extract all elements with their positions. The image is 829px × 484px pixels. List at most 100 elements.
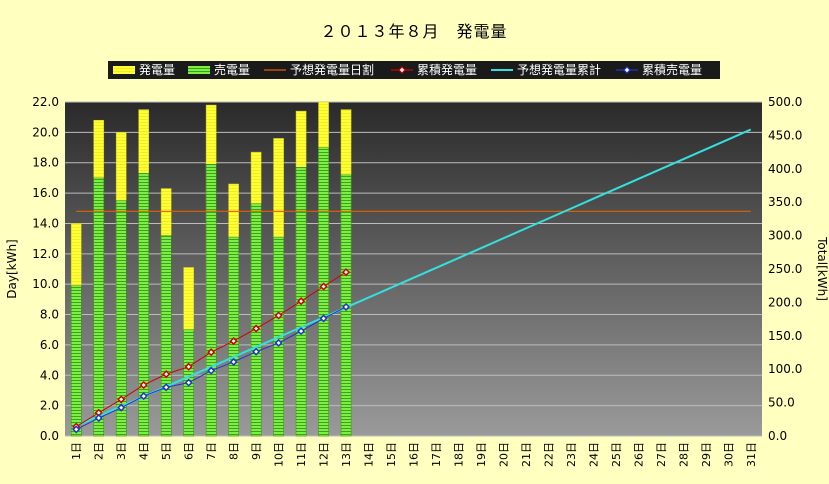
y-tick-label: 16.0 [32,186,59,200]
y2-tick-label: 100.0 [768,362,802,376]
legend-label: 累積売電量 [642,62,702,77]
marker-cumulative-sold [297,327,306,336]
x-tick-label: 22日 [542,442,555,467]
bar-sold [318,147,329,437]
y2-tick-label: 250.0 [768,262,802,276]
legend-label: 予想発電量累計 [517,62,601,77]
legend-label: 発電量 [139,63,175,77]
bar-sold [228,236,239,437]
marker-cumulative-sold [207,366,216,375]
y2-tick-label: 300.0 [768,229,802,243]
y2-tick-label: 350.0 [768,195,802,209]
y2-tick-label: 200.0 [768,295,802,309]
x-tick-label: 30日 [722,442,735,467]
x-tick-label: 15日 [385,442,398,467]
marker-cumulative-sold [319,314,328,323]
chart-title: ２０１３年８月 発電量 [320,22,507,41]
marker-cumulative-generation [252,324,261,333]
marker-cumulative-generation [297,297,306,306]
y-tick-label: 12.0 [32,247,59,261]
x-tick-label: 24日 [587,442,600,467]
bar-sold [138,173,150,437]
marker-cumulative-generation [139,380,148,390]
bar-sold [250,203,262,437]
marker-cumulative-sold [341,302,351,312]
marker-cumulative-generation [184,362,193,371]
marker-cumulative-generation [319,282,328,291]
marker-cumulative-generation [229,337,238,346]
legend-label: 累積発電量 [417,62,477,77]
x-tick-label: 14日 [363,442,376,467]
bar-sold [115,200,127,437]
y2-axis-title: Total[kWh] [815,236,829,301]
legend-marker [623,66,631,74]
legend-label: 売電量 [214,62,250,77]
y-axis-title: Day[kWh] [5,239,19,298]
marker-cumulative-sold [139,392,148,401]
y-tick-label: 22.0 [32,95,59,109]
line-series [72,128,752,434]
x-tick-label: 3日 [115,442,128,460]
y-tick-label: 0.0 [40,429,59,443]
marker-cumulative-generation [162,370,171,379]
marker-cumulative-generation [341,268,351,277]
y-tick-label: 2.0 [40,399,59,413]
legend-marker [398,66,406,74]
marker-cumulative-sold [94,413,103,423]
y2-tick-label: 150.0 [768,329,802,343]
x-tick-label: 9日 [250,442,263,460]
bar-sold [205,163,217,437]
marker-cumulative-sold [252,347,261,356]
y2-tick-label: 500.0 [768,95,802,109]
y-tick-label: 8.0 [40,308,59,322]
y2-tick-label: 50.0 [768,396,795,410]
y2-tick-label: 0.0 [768,429,787,443]
marker-cumulative-sold [117,403,126,412]
x-tick-label: 27日 [655,442,668,467]
x-tick-label: 4日 [138,442,151,460]
x-tick-label: 29日 [700,442,713,467]
legend-box [108,61,720,79]
bar-sold [70,285,82,437]
marker-cumulative-sold [184,378,193,387]
x-tick-label: 5日 [160,442,173,460]
x-axis-ticks: 1日 2日 3日 4日 5日 6日 7日 8日 9日 10日 11日 12日 13日 14日 15日 16日 1… [70,442,758,467]
x-tick-label: 20日 [497,442,510,467]
marker-cumulative-generation [207,348,216,357]
x-tick-label: 12日 [318,442,331,467]
marker-cumulative-sold [229,357,238,366]
y-tick-label: 14.0 [32,216,59,230]
y-tick-label: 10.0 [32,277,59,291]
x-tick-label: 6日 [183,442,196,460]
marker-cumulative-sold [72,425,81,434]
y-tick-label: 6.0 [40,338,59,352]
legend-swatch [188,66,210,74]
x-tick-label: 26日 [632,442,645,467]
x-tick-label: 16日 [408,442,421,467]
x-tick-label: 23日 [565,442,578,467]
y2-tick-label: 400.0 [768,162,802,176]
legend-label: 予想発電量日割 [290,62,374,77]
y-tick-label: 18.0 [32,156,59,170]
x-tick-label: 31日 [745,442,758,467]
marker-cumulative-sold [162,383,171,392]
x-tick-label: 7日 [205,442,218,460]
y-axis-ticks: 0.0 2.0 4.0 6.0 8.0 10.0 12.0 14.0 16.0 18.0 20.0 2… [32,95,59,443]
line-forecast-cumulative [75,128,752,428]
bar-sold [160,235,172,437]
marker-cumulative-sold [274,338,283,348]
x-tick-label: 8日 [228,442,241,460]
x-tick-label: 10日 [273,442,286,467]
x-tick-label: 1日 [70,442,83,460]
x-tick-label: 19日 [475,442,488,467]
x-tick-label: 17日 [430,442,443,467]
bar-sold [93,177,105,437]
x-tick-label: 21日 [520,442,533,467]
gridlines [65,101,762,437]
x-tick-label: 13日 [340,442,353,467]
x-tick-label: 18日 [452,442,465,467]
marker-cumulative-generation [274,311,283,320]
x-tick-label: 11日 [295,442,308,467]
